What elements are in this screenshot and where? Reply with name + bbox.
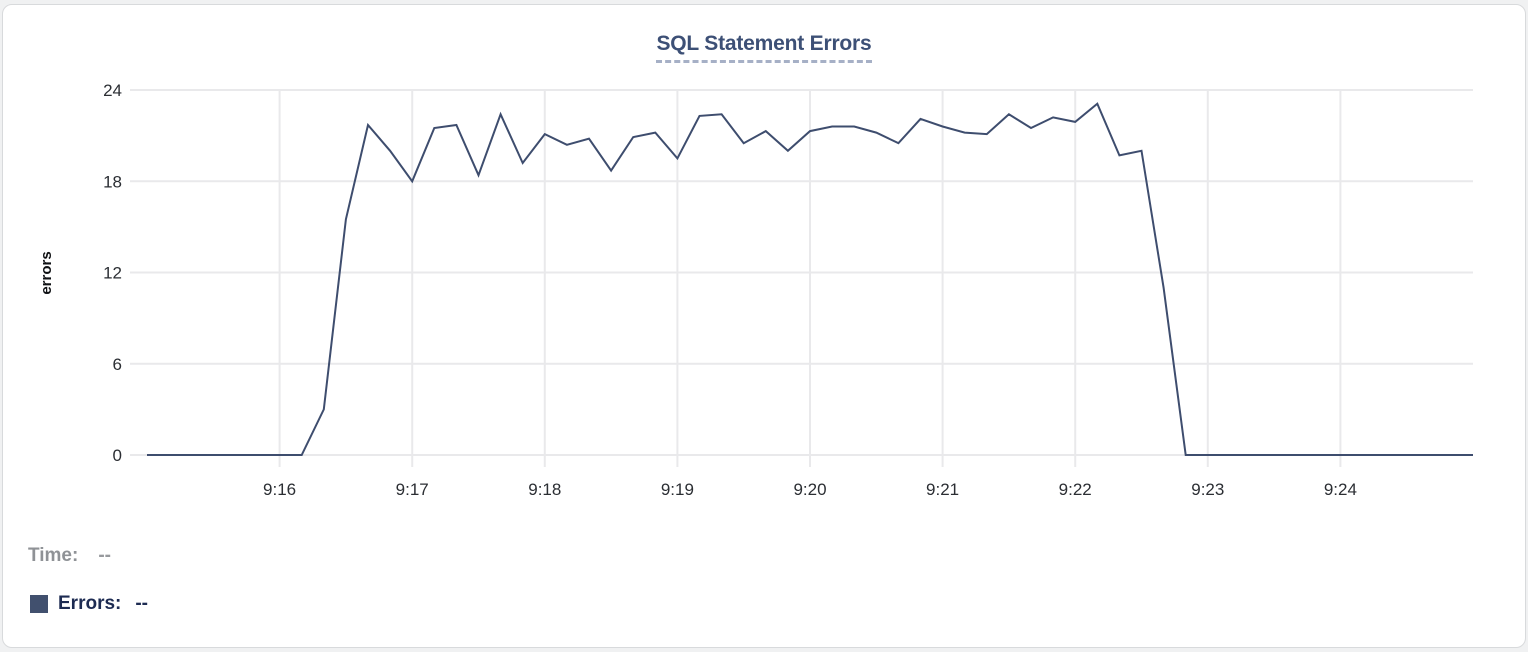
svg-text:9:20: 9:20 [793,480,826,499]
chart-title[interactable]: SQL Statement Errors [656,32,872,63]
vertical-gridlines [278,90,1342,467]
svg-text:9:22: 9:22 [1059,480,1092,499]
horizontal-gridlines [130,89,1473,456]
errors-series-line[interactable] [147,102,1473,456]
time-value: -- [98,545,111,566]
time-label: Time: [28,545,79,566]
errors-label: Errors: [58,593,122,614]
x-tick-labels: 9:16 9:17 9:18 9:19 9:20 9:21 9:22 9:23 9:24 [263,480,1357,499]
hover-readout-errors: Errors: -- [30,593,148,615]
svg-text:12: 12 [103,264,122,283]
svg-text:9:18: 9:18 [528,480,561,499]
svg-text:18: 18 [103,172,122,191]
svg-text:24: 24 [103,81,122,100]
svg-text:9:24: 9:24 [1324,480,1357,499]
chart-card: SQL Statement Errors 0 6 12 18 24 9:16 9:17 9:1… [2,4,1526,648]
y-axis-title: errors [38,251,55,294]
svg-text:6: 6 [113,355,122,374]
svg-text:9:23: 9:23 [1191,480,1224,499]
svg-text:9:19: 9:19 [661,480,694,499]
hover-readout-time: Time: -- [28,545,111,567]
svg-text:9:21: 9:21 [926,480,959,499]
svg-text:9:16: 9:16 [263,480,296,499]
errors-value: -- [135,593,149,614]
chart-title-wrap: SQL Statement Errors [3,32,1525,63]
sql-errors-chart[interactable]: 0 6 12 18 24 9:16 9:17 9:18 9:19 9:20 9:21 9:22 9:23… [3,5,1528,515]
y-tick-labels: 0 6 12 18 24 [103,81,122,465]
errors-series-swatch [30,595,48,613]
svg-text:9:17: 9:17 [396,480,429,499]
svg-text:0: 0 [113,446,122,465]
